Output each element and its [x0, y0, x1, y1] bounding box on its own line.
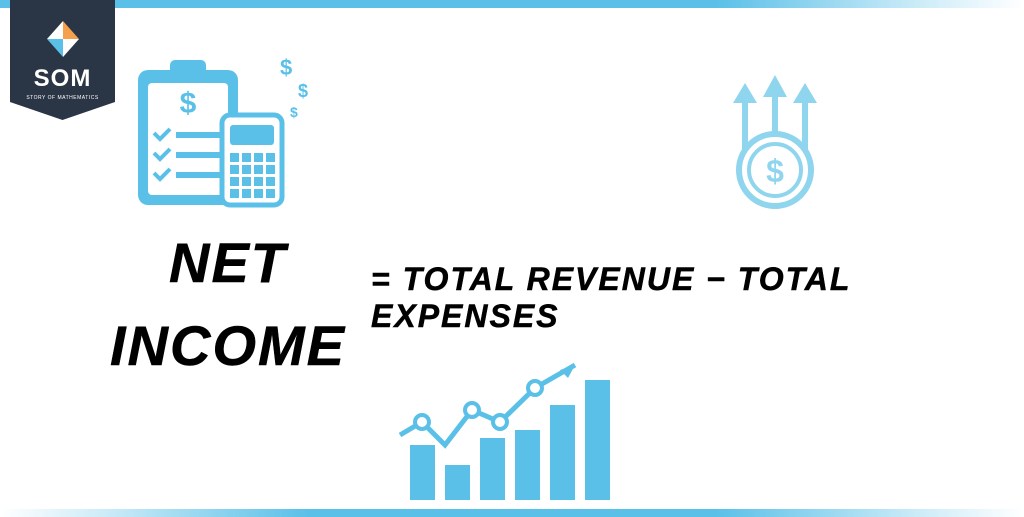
svg-text:$: $ — [766, 153, 784, 189]
formula-line1: Net — [169, 230, 287, 295]
svg-text:$: $ — [180, 87, 197, 120]
growth-chart-icon — [390, 360, 620, 510]
bottom-accent-bar — [0, 509, 1024, 517]
svg-text:$: $ — [280, 55, 292, 80]
formula-right: = Total Revenue − Total Expenses — [371, 261, 1024, 335]
svg-text:$: $ — [290, 104, 298, 120]
som-logo: SOM STORY OF MATHEMATICS — [10, 0, 115, 120]
net-income-label: Net Income — [110, 230, 346, 378]
logo-subtitle: STORY OF MATHEMATICS — [26, 95, 98, 101]
formula-row: Net Income = Total Revenue − Total Expen… — [110, 230, 1024, 378]
top-accent-bar — [0, 0, 1024, 8]
formula-line2: Income — [110, 313, 346, 378]
clipboard-calculator-icon: $ $ $ $ — [130, 55, 315, 220]
logo-text: SOM — [34, 65, 92, 93]
svg-text:$: $ — [298, 81, 308, 101]
coin-arrows-up-icon: $ — [705, 75, 845, 210]
logo-diamond-icon — [43, 19, 83, 59]
